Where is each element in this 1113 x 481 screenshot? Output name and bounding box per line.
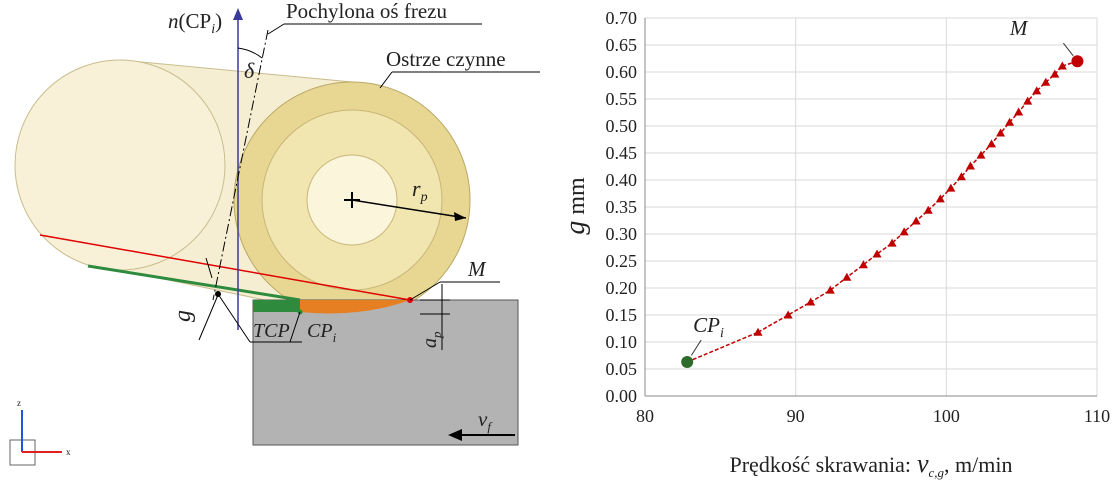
marker (873, 249, 882, 257)
unit: mm (564, 177, 590, 215)
page: {"diagram": { "normal_label": ["n", "(CP… (0, 0, 1113, 481)
x-tick-label: 80 (636, 406, 654, 426)
tcp-label: TCP (253, 320, 290, 342)
symbol: n (168, 9, 179, 33)
text: ) (215, 9, 222, 33)
y-tick-label: 0.05 (606, 359, 638, 379)
marker (1041, 78, 1050, 86)
cp-label: CPi (307, 320, 337, 345)
text: (CP (179, 9, 212, 33)
subscript: p (429, 331, 444, 339)
y-tick-label: 0.30 (606, 224, 638, 244)
y-tick-label: 0.45 (606, 143, 638, 163)
angle-label: δ (244, 58, 255, 83)
marker (842, 273, 851, 281)
x-tick-label: 110 (1084, 406, 1110, 426)
subscript: c,g (929, 465, 945, 480)
cylinder-back (15, 60, 225, 270)
y-tick-label: 0.10 (606, 332, 638, 352)
marker (806, 298, 815, 306)
x-axis-label: Prędkość skrawania:vc,g, m/min (730, 449, 1013, 480)
subscript: p (420, 190, 428, 205)
angle-arc (238, 48, 262, 58)
unit: , m/min (944, 452, 1012, 477)
y-tick-label: 0.65 (606, 35, 638, 55)
y-tick-label: 0.35 (606, 197, 638, 217)
symbol: g (560, 221, 591, 235)
leader (268, 24, 284, 34)
chart: g mm Prędkość skrawania:vc,g, m/min 0.00 0… (560, 8, 1110, 480)
marker (1032, 86, 1041, 94)
point (681, 356, 693, 368)
y-tick-label: 0.50 (606, 116, 638, 136)
point (1071, 55, 1083, 67)
y-tick-label: 0.20 (606, 278, 638, 298)
arrow-head (233, 8, 243, 20)
symbol: CP (307, 320, 333, 342)
marker (826, 286, 835, 294)
y-tick-label: 0.55 (606, 89, 638, 109)
y-tick-label: 0.40 (606, 170, 638, 190)
y-tick-label: 0.00 (606, 386, 638, 406)
y-tick-label: 0.60 (606, 62, 638, 82)
series-line (758, 66, 1062, 332)
normal-label: n(CPi) (168, 9, 222, 37)
text: Prędkość skrawania: (730, 452, 911, 477)
axis-label: Pochylona oś frezu (286, 0, 447, 23)
dimension (199, 295, 218, 340)
green-zone (253, 300, 300, 312)
triad-x-label: x (66, 447, 71, 457)
figure: n(CPi) Pochylona oś frezu Ostrze czynne … (0, 0, 1113, 481)
marker (754, 328, 763, 336)
leader (218, 294, 250, 342)
triad-z-label: z (17, 398, 21, 408)
diagram: n(CPi) Pochylona oś frezu Ostrze czynne … (10, 0, 540, 465)
annotation-label: CPi (693, 313, 724, 341)
y-tick-label: 0.25 (606, 251, 638, 271)
y-tick-label: 0.15 (606, 305, 638, 325)
label: M (1009, 16, 1029, 40)
m-label: M (467, 257, 487, 281)
edge-label: Ostrze czynne (386, 47, 506, 71)
marker (1005, 118, 1014, 126)
leader (380, 72, 392, 88)
y-tick-label: 0.70 (606, 8, 638, 28)
marker (1050, 70, 1059, 78)
annotation-label: M (1009, 16, 1029, 40)
label: CP (693, 313, 720, 337)
gap-label: g (170, 310, 196, 322)
symbol: v (917, 449, 929, 478)
y-axis-label: g mm (560, 177, 591, 235)
subscript: i (333, 330, 337, 345)
subscript: i (720, 326, 724, 341)
symbol: a (419, 338, 441, 348)
x-tick-label: 90 (787, 406, 805, 426)
x-tick-label: 100 (933, 406, 960, 426)
